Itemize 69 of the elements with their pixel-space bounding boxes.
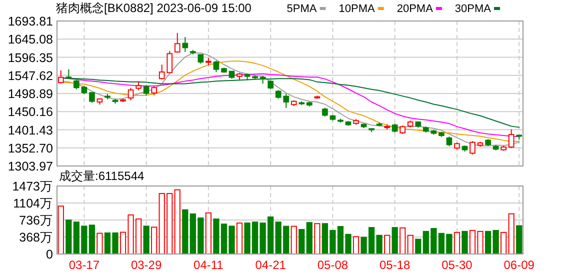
candlestick bbox=[182, 36, 188, 52]
bar bbox=[384, 234, 390, 254]
y-tick-label: 1547.62 bbox=[8, 68, 54, 83]
bar bbox=[151, 226, 158, 254]
bar bbox=[58, 206, 64, 254]
legend-label: 5PMA bbox=[286, 3, 318, 15]
bar bbox=[143, 226, 150, 254]
x-tick-label: 04-21 bbox=[255, 258, 286, 272]
bar bbox=[236, 222, 243, 254]
y-tick-label: 1498.89 bbox=[8, 87, 54, 101]
y-tick-label: 1401.43 bbox=[8, 123, 54, 138]
bar bbox=[376, 234, 382, 254]
bar bbox=[174, 189, 180, 254]
y-tick-label: 1693.81 bbox=[8, 14, 54, 28]
bar bbox=[407, 234, 414, 254]
candlestick bbox=[174, 32, 180, 54]
y-tick-label: 1473万 bbox=[12, 180, 53, 194]
x-tick-label: 05-18 bbox=[380, 258, 411, 272]
bar bbox=[484, 230, 492, 254]
bar bbox=[454, 232, 460, 254]
x-tick-label: 05-30 bbox=[442, 258, 473, 272]
candlestick bbox=[198, 54, 204, 64]
bar bbox=[500, 232, 507, 254]
bar bbox=[66, 220, 72, 254]
y-tick-label: 368万 bbox=[19, 230, 53, 245]
y-tick-label: 1303.97 bbox=[8, 160, 54, 174]
bar bbox=[516, 225, 522, 254]
bar bbox=[415, 238, 422, 254]
bar bbox=[462, 230, 468, 254]
legend-label: 30PMA bbox=[454, 3, 492, 15]
text: 成交量:6115544 bbox=[59, 169, 144, 183]
bar bbox=[400, 227, 406, 254]
candlestick bbox=[128, 87, 134, 101]
bar bbox=[314, 223, 320, 254]
bar bbox=[205, 212, 212, 254]
bar bbox=[492, 230, 499, 254]
bar bbox=[182, 209, 188, 254]
candlestick bbox=[58, 70, 64, 84]
chart-title: 猪肉概念[BK0882] 2023-06-09 15:00 bbox=[56, 1, 252, 15]
y-tick-label: 1596.35 bbox=[8, 50, 54, 65]
x-tick-label: 03-17 bbox=[68, 258, 100, 272]
legend-label: 10PMA bbox=[338, 3, 376, 15]
y-tick-label: 0 bbox=[46, 248, 54, 262]
candlestick bbox=[89, 92, 95, 104]
bar bbox=[392, 227, 398, 254]
y-tick-label: 1104万 bbox=[13, 196, 53, 211]
x-tick-label: 03-29 bbox=[130, 258, 162, 272]
bar bbox=[298, 228, 305, 254]
candlestick bbox=[143, 84, 150, 96]
y-tick-label: 1450.16 bbox=[8, 105, 54, 120]
y-tick-label: 1352.70 bbox=[8, 141, 54, 156]
legend-label: 20PMA bbox=[396, 3, 434, 15]
y-tick-label: 736万 bbox=[19, 214, 53, 228]
bar bbox=[306, 222, 312, 254]
bar bbox=[352, 236, 360, 254]
bar bbox=[290, 226, 297, 254]
bar bbox=[88, 224, 96, 254]
y-tick-label: 1645.08 bbox=[8, 32, 54, 47]
candlestick bbox=[74, 79, 80, 90]
x-tick-label: 04-11 bbox=[194, 258, 224, 272]
candlestick bbox=[136, 80, 142, 91]
candlestick bbox=[213, 60, 220, 72]
x-tick-label: 06-09 bbox=[504, 258, 535, 272]
bar bbox=[508, 213, 514, 254]
bar bbox=[96, 232, 103, 254]
candlestick bbox=[508, 128, 514, 149]
candlestick bbox=[470, 140, 476, 155]
candlestick bbox=[446, 136, 452, 147]
x-tick-label: 05-08 bbox=[317, 258, 348, 272]
